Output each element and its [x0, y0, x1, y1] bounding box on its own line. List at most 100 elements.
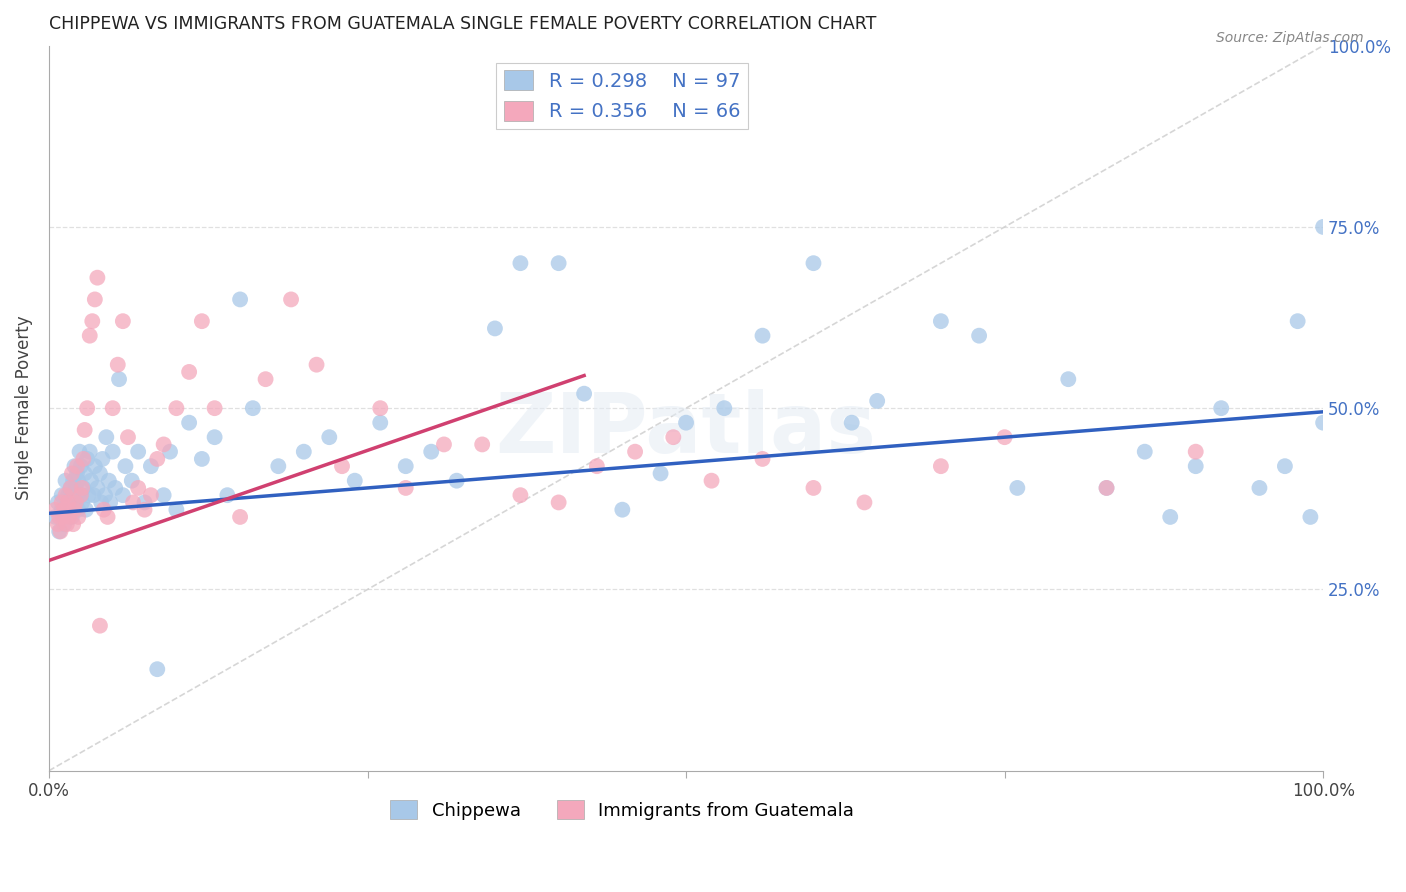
- Point: [76, 401, 98, 416]
- Point: [700, 474, 723, 488]
- Point: [586, 459, 609, 474]
- Point: [1274, 459, 1296, 474]
- Point: [1312, 219, 1334, 234]
- Point: [56, 517, 79, 532]
- Point: [280, 293, 302, 307]
- Point: [44, 510, 66, 524]
- Point: [108, 372, 131, 386]
- Point: [612, 502, 634, 516]
- Point: [675, 416, 697, 430]
- Point: [1184, 459, 1206, 474]
- Point: [56, 495, 79, 509]
- Point: [751, 328, 773, 343]
- Point: [94, 488, 117, 502]
- Point: [650, 467, 672, 481]
- Point: [82, 314, 104, 328]
- Point: [509, 256, 531, 270]
- Point: [58, 495, 80, 509]
- Point: [803, 256, 825, 270]
- Point: [420, 444, 443, 458]
- Point: [79, 444, 101, 458]
- Text: CHIPPEWA VS IMMIGRANTS FROM GUATEMALA SINGLE FEMALE POVERTY CORRELATION CHART: CHIPPEWA VS IMMIGRANTS FROM GUATEMALA SI…: [49, 15, 876, 33]
- Point: [66, 459, 89, 474]
- Point: [803, 481, 825, 495]
- Point: [63, 502, 86, 516]
- Point: [159, 444, 181, 458]
- Point: [368, 416, 391, 430]
- Point: [56, 502, 79, 516]
- Point: [89, 618, 111, 632]
- Legend: Chippewa, Immigrants from Guatemala: Chippewa, Immigrants from Guatemala: [382, 793, 862, 827]
- Point: [51, 488, 73, 502]
- Point: [484, 321, 506, 335]
- Point: [572, 386, 595, 401]
- Point: [70, 495, 93, 509]
- Point: [446, 474, 468, 488]
- Point: [73, 467, 96, 481]
- Point: [67, 502, 90, 516]
- Point: [83, 459, 105, 474]
- Point: [229, 293, 252, 307]
- Point: [63, 459, 86, 474]
- Point: [330, 459, 353, 474]
- Point: [48, 524, 70, 539]
- Point: [73, 423, 96, 437]
- Point: [53, 502, 76, 516]
- Point: [229, 510, 252, 524]
- Point: [65, 495, 87, 509]
- Point: [52, 510, 75, 524]
- Point: [53, 517, 76, 532]
- Point: [107, 358, 129, 372]
- Point: [89, 467, 111, 481]
- Point: [101, 401, 124, 416]
- Point: [305, 358, 328, 372]
- Point: [86, 270, 108, 285]
- Point: [866, 393, 889, 408]
- Point: [292, 444, 315, 458]
- Point: [994, 430, 1017, 444]
- Point: [59, 481, 82, 495]
- Point: [59, 481, 82, 495]
- Point: [62, 517, 84, 532]
- Point: [44, 502, 66, 516]
- Point: [139, 488, 162, 502]
- Point: [662, 430, 685, 444]
- Point: [267, 459, 290, 474]
- Point: [713, 401, 735, 416]
- Point: [90, 495, 112, 509]
- Point: [104, 481, 127, 495]
- Point: [51, 502, 73, 516]
- Point: [101, 444, 124, 458]
- Point: [395, 459, 418, 474]
- Point: [49, 524, 72, 539]
- Point: [86, 481, 108, 495]
- Point: [69, 444, 91, 458]
- Point: [1095, 481, 1118, 495]
- Point: [853, 495, 876, 509]
- Point: [46, 495, 69, 509]
- Point: [46, 517, 69, 532]
- Point: [67, 510, 90, 524]
- Point: [91, 451, 114, 466]
- Point: [55, 474, 77, 488]
- Point: [395, 481, 418, 495]
- Point: [83, 293, 105, 307]
- Point: [72, 451, 94, 466]
- Point: [152, 488, 174, 502]
- Point: [122, 495, 145, 509]
- Point: [127, 481, 149, 495]
- Point: [217, 488, 239, 502]
- Point: [929, 314, 952, 328]
- Point: [242, 401, 264, 416]
- Point: [368, 401, 391, 416]
- Point: [165, 401, 187, 416]
- Point: [1312, 416, 1334, 430]
- Point: [204, 430, 226, 444]
- Point: [51, 495, 73, 509]
- Point: [76, 451, 98, 466]
- Point: [179, 416, 201, 430]
- Point: [69, 488, 91, 502]
- Point: [191, 314, 214, 328]
- Point: [111, 314, 134, 328]
- Text: ZIPatlas: ZIPatlas: [495, 390, 876, 470]
